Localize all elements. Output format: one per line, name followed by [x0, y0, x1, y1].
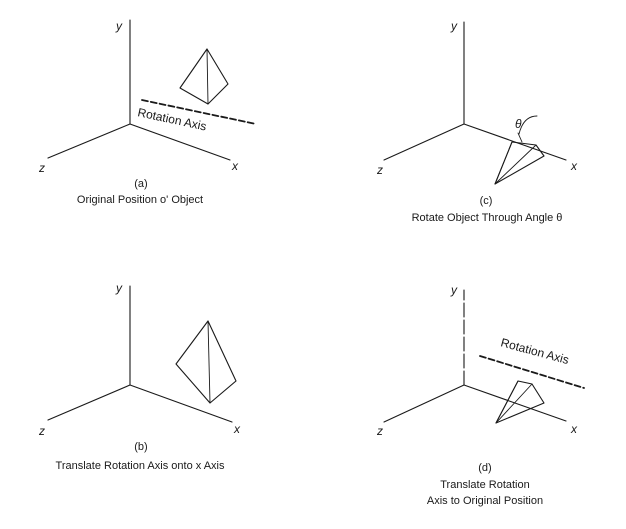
panel-c-x-label: x: [570, 159, 578, 173]
panel-c-y-label: y: [450, 19, 458, 33]
panel-a-caption: Original Position o' Object: [77, 194, 203, 206]
panel-a-letter: (a): [134, 178, 147, 190]
panel-b-pyramid: [175, 320, 237, 404]
panel-c-theta-label: θ: [515, 117, 522, 131]
panel-a-axes: [47, 19, 231, 161]
panel-c-angle-arc: [517, 115, 538, 143]
panel-d-x-label: x: [570, 422, 578, 436]
panel-b: y x z (b) Translate Rotation Axis onto x…: [38, 281, 241, 472]
panel-c-z-label: z: [376, 163, 383, 177]
panel-b-y-label: y: [115, 281, 123, 295]
panel-d-z-axis: [383, 384, 465, 423]
panel-d-rotation-axis-label: Rotation Axis: [499, 335, 570, 367]
panel-d-rotation-axis: [479, 355, 585, 389]
panel-c: y x z θ (c) Rotate Object Through Angle …: [376, 19, 578, 224]
panel-b-x-axis: [129, 384, 233, 423]
panel-a-y-label: y: [115, 19, 123, 33]
panel-d-caption-line1: Translate Rotation: [440, 479, 529, 491]
panel-d-z-label: z: [376, 424, 383, 438]
panel-a-rotation-axis-label: Rotation Axis: [136, 105, 207, 133]
panel-c-pyramid: [494, 141, 545, 185]
panel-b-z-label: z: [38, 424, 45, 438]
panel-a: y x z Rotation Axis (a) Original Positio…: [38, 19, 257, 206]
panel-c-caption: Rotate Object Through Angle θ: [412, 212, 563, 224]
panel-b-axes: [47, 285, 233, 423]
panel-a-x-label: x: [231, 159, 239, 173]
panel-b-x-label: x: [233, 422, 241, 436]
panel-b-caption: Translate Rotation Axis onto x Axis: [56, 460, 225, 472]
panel-c-axes: [383, 21, 567, 161]
panel-a-pyramid: [179, 48, 229, 105]
panel-b-letter: (b): [134, 441, 147, 453]
panel-d-pyramid: [495, 380, 545, 424]
panel-d-letter: (d): [478, 462, 491, 474]
panel-a-z-axis: [47, 123, 131, 159]
panel-c-z-axis: [383, 123, 465, 161]
panel-a-x-axis: [129, 123, 231, 161]
panel-d-caption-line2: Axis to Original Position: [427, 495, 543, 507]
panel-a-rotation-axis: [141, 99, 257, 125]
panel-b-z-axis: [47, 384, 131, 421]
panel-a-z-label: z: [38, 161, 45, 175]
panel-d: y x z Rotation Axis (d) Translate Rotati…: [376, 283, 585, 507]
panel-c-letter: (c): [480, 195, 493, 207]
panel-d-y-label: y: [450, 283, 458, 297]
